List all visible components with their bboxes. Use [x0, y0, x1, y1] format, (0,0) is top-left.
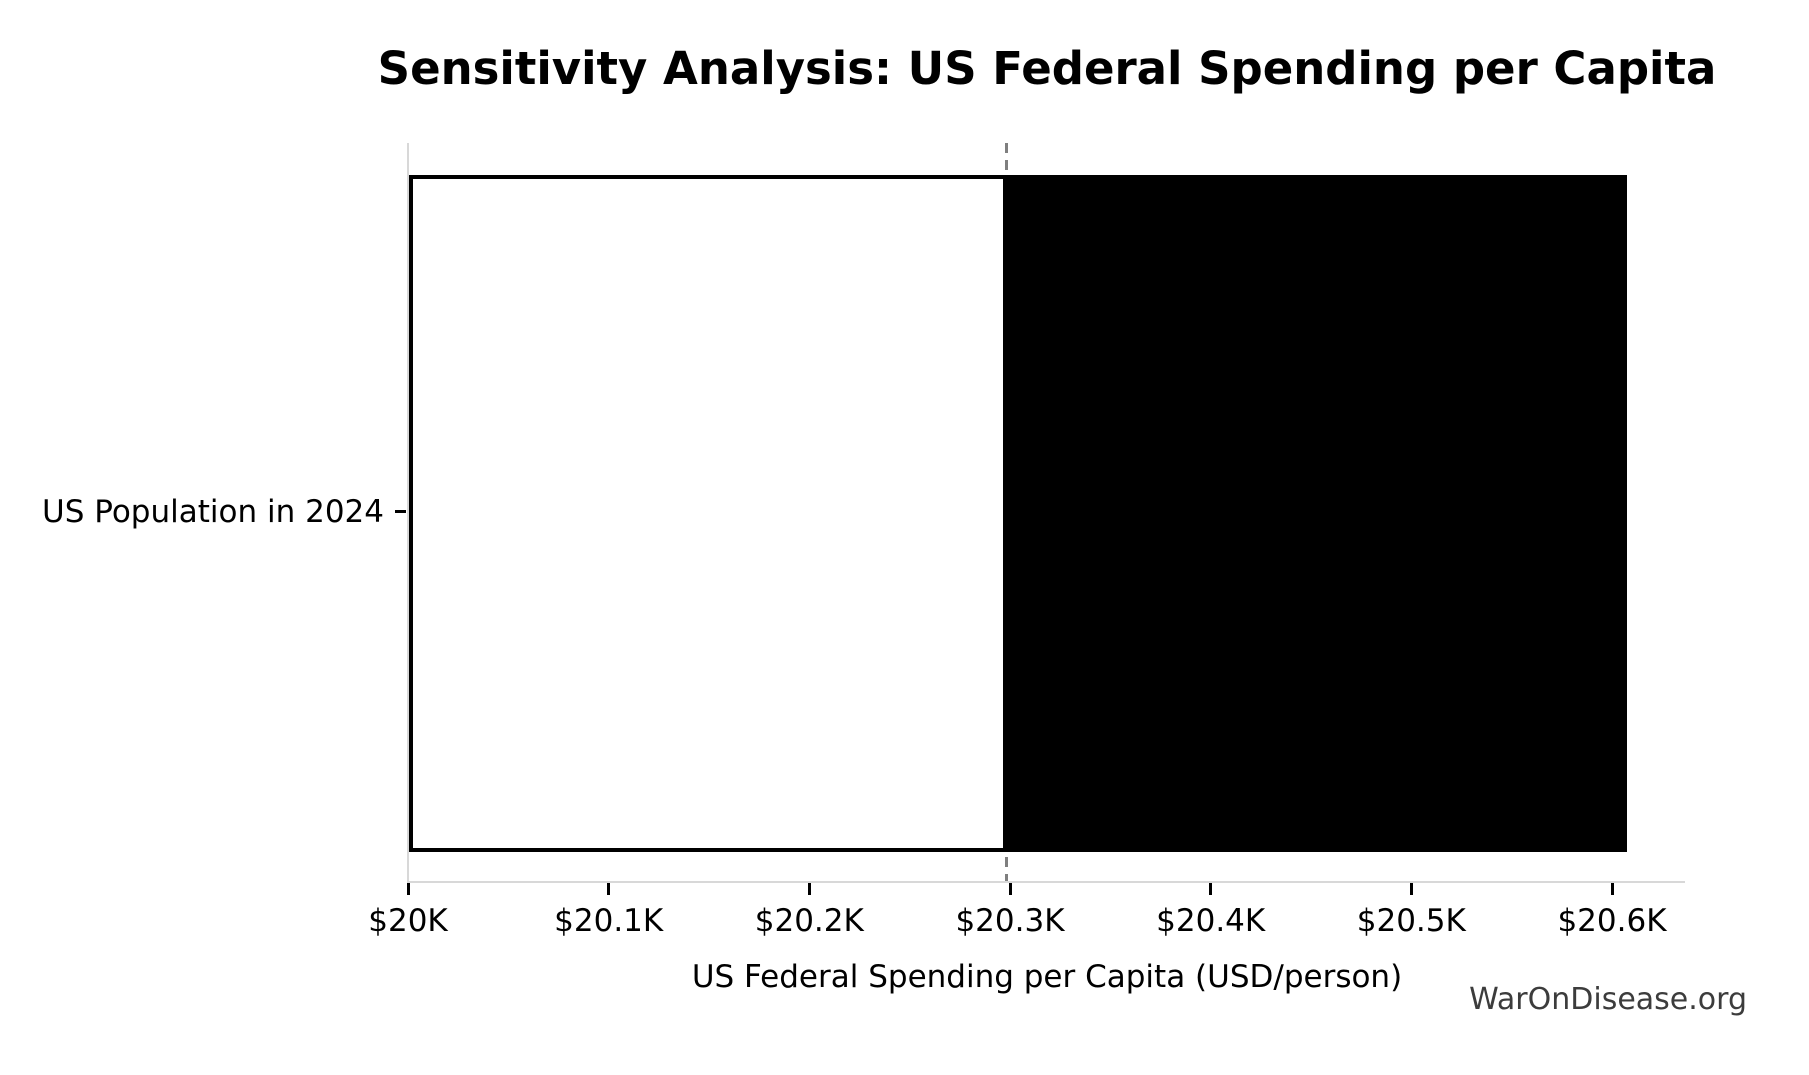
x-tick-label: $20.2K [754, 903, 864, 939]
bar-segment-below-baseline [409, 175, 1007, 852]
chart-title: Sensitivity Analysis: US Federal Spendin… [377, 42, 1717, 95]
x-tick-mark [406, 883, 410, 895]
x-tick-label: $20.6K [1557, 903, 1667, 939]
x-axis-title: US Federal Spending per Capita (USD/pers… [691, 959, 1403, 995]
y-axis-spine [407, 143, 409, 883]
x-axis-spine [407, 881, 1685, 883]
x-tick-mark [807, 883, 811, 895]
x-tick-mark [1409, 883, 1413, 895]
x-tick-label: $20K [368, 903, 448, 939]
bar-segment-above-baseline [1007, 175, 1627, 852]
y-category-label: US Population in 2024 [42, 494, 384, 530]
watermark-text: WarOnDisease.org [1469, 982, 1747, 1017]
x-tick-label: $20.5K [1356, 903, 1466, 939]
x-tick-mark [607, 883, 611, 895]
x-tick-label: $20.3K [955, 903, 1065, 939]
x-tick-mark [1008, 883, 1012, 895]
x-tick-label: $20.4K [1156, 903, 1266, 939]
x-tick-label: $20.1K [554, 903, 664, 939]
x-tick-mark [1610, 883, 1614, 895]
y-tick-mark [395, 510, 406, 513]
x-tick-mark [1209, 883, 1213, 895]
